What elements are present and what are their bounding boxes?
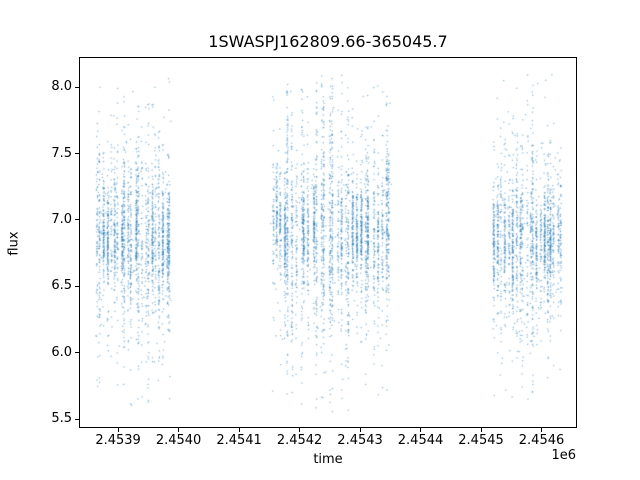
x-tick-mark	[359, 428, 361, 432]
x-tick-mark	[117, 428, 119, 432]
y-tick-label: 7.0	[51, 211, 72, 227]
y-tick-label: 7.5	[51, 145, 72, 161]
x-tick-mark	[541, 428, 543, 432]
x-tick-label: 2.4545	[458, 433, 504, 448]
y-tick-mark	[75, 86, 79, 88]
x-tick-mark	[480, 428, 482, 432]
chart-title: 1SWASPJ162809.66-365045.7	[208, 32, 448, 51]
x-tick-label: 2.4542	[276, 433, 323, 448]
x-tick-mark	[299, 428, 301, 432]
x-tick-mark	[178, 428, 180, 432]
x-tick-label: 2.4543	[337, 433, 383, 448]
y-tick-mark	[75, 285, 79, 287]
y-tick-label: 5.5	[51, 411, 72, 427]
x-tick-label: 2.4541	[216, 433, 262, 448]
x-axis-offset-label: 1e6	[551, 448, 576, 463]
y-tick-label: 8.0	[51, 79, 72, 95]
x-tick-label: 2.4539	[95, 433, 141, 448]
y-tick-mark	[75, 352, 79, 354]
x-axis-label: time	[313, 452, 343, 467]
x-tick-label: 2.4546	[518, 433, 565, 448]
scatter-points-canvas	[80, 58, 576, 427]
y-tick-label: 6.5	[51, 278, 72, 294]
y-tick-mark	[75, 418, 79, 420]
x-tick-mark	[420, 428, 422, 432]
x-tick-label: 2.4540	[155, 433, 202, 448]
y-tick-mark	[75, 153, 79, 155]
x-tick-mark	[238, 428, 240, 432]
y-tick-label: 6.0	[51, 344, 72, 360]
x-tick-label: 2.4544	[397, 433, 444, 448]
y-axis-label: flux	[6, 231, 22, 256]
y-tick-mark	[75, 219, 79, 221]
